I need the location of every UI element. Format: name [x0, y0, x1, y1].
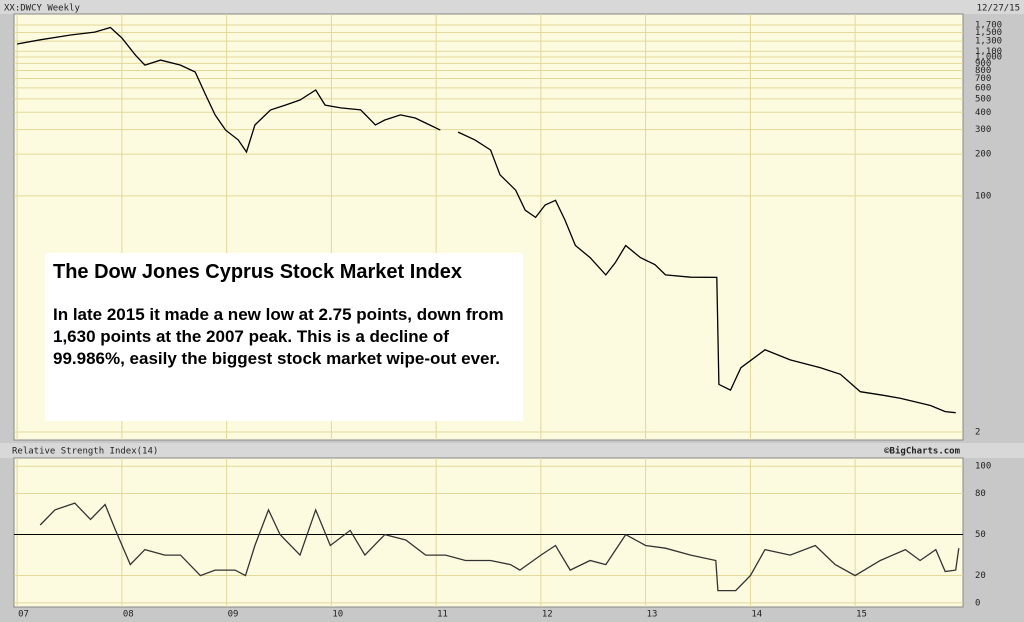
y-tick-label: 400 [975, 108, 991, 118]
x-tick-label: 11 [437, 610, 448, 620]
y-tick-label: 600 [975, 83, 991, 93]
x-tick-label: 14 [751, 610, 762, 620]
series-line [39, 502, 960, 592]
annotation-title: The Dow Jones Cyprus Stock Market Index [53, 261, 462, 283]
y-tick-label: 100 [975, 191, 991, 201]
y-tick-label: 2 [975, 427, 980, 437]
y-tick-label: 300 [975, 125, 991, 135]
y-tick-label: 80 [975, 489, 986, 499]
y-tick-label: 700 [975, 74, 991, 84]
source: ©BigCharts.com [884, 446, 960, 457]
y-tick-label: 1,300 [975, 37, 1002, 47]
rsi-plot [13, 457, 964, 608]
rsi-title: Relative Strength Index(14) [12, 447, 158, 457]
chart-title: XX:DWCY Weekly [4, 4, 80, 14]
x-tick-label: 10 [332, 610, 343, 620]
y-tick-label: 20 [975, 571, 986, 581]
x-tick-label: 15 [856, 610, 867, 620]
date-label: 12/27/15 [977, 4, 1020, 14]
header-bar [0, 0, 1024, 14]
y-tick-label: 200 [975, 150, 991, 160]
y-tick-label: 1,700 [975, 20, 1002, 30]
x-tick-label: 09 [228, 610, 239, 620]
rsi-header-bar [0, 443, 1024, 458]
y-tick-label: 1,500 [975, 28, 1002, 38]
y-tick-label: 800 [975, 66, 991, 76]
y-tick-label: 1,000 [975, 53, 1002, 63]
x-tick-label: 07 [18, 610, 29, 620]
y-tick-label: 50 [975, 530, 986, 540]
y-tick-label: 500 [975, 94, 991, 104]
y-tick-label: 100 [975, 462, 991, 472]
y-tick-label: 0 [975, 598, 980, 608]
y-tick-label: 900 [975, 59, 991, 69]
annotation: The Dow Jones Cyprus Stock Market Index … [45, 253, 523, 421]
y-tick-label: 1,100 [975, 47, 1002, 57]
annotation-text: In late 2015 it made a new low at 2.75 p… [53, 305, 504, 368]
x-tick-label: 08 [123, 610, 134, 620]
series-line [16, 26, 956, 414]
x-tick-label: 13 [647, 610, 658, 620]
x-tick-label: 12 [542, 610, 553, 620]
